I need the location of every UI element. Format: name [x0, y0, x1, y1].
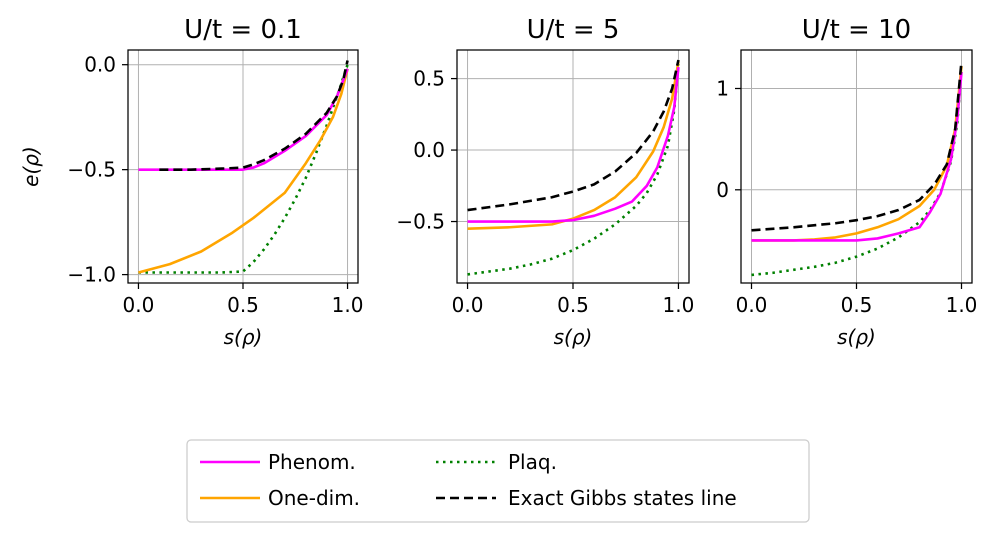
- subplot-title: U/t = 5: [527, 15, 620, 45]
- legend-label-phenom: Phenom.: [268, 450, 356, 474]
- x-axis-label: s(ρ): [837, 325, 876, 349]
- x-tick-label: 1.0: [946, 293, 978, 317]
- series-line-exact: [751, 61, 963, 232]
- x-tick-label: 0.0: [736, 293, 768, 317]
- series-group: [138, 60, 349, 274]
- legend-label-plaq: Plaq.: [508, 450, 557, 474]
- y-axis-label: e(ρ): [19, 146, 43, 187]
- y-tick-label: 0.0: [413, 138, 445, 162]
- x-tick-label: 0.5: [557, 293, 589, 317]
- x-tick-label: 1.0: [663, 293, 695, 317]
- subplot-3: 0.0 0.5 1.0 0 1 U/t = 10 s(ρ): [716, 15, 977, 349]
- subplot-title: U/t = 0.1: [184, 15, 302, 45]
- y-tick-label: −0.5: [396, 210, 445, 234]
- subplot-1: 0.0 0.5 1.0 −1.0 −0.5 0.0 U/t = 0.1 s(ρ) e(ρ): [19, 15, 363, 349]
- y-tick-label: 0: [716, 178, 729, 202]
- x-tick-label: 0.0: [452, 293, 484, 317]
- y-tick-label: 0.0: [84, 53, 116, 77]
- subplot-title: U/t = 10: [802, 15, 911, 45]
- x-axis-label: s(ρ): [554, 325, 593, 349]
- y-tick-label: 0.5: [413, 67, 445, 91]
- series-line-exact: [467, 59, 680, 212]
- x-tick-label: 0.5: [841, 293, 873, 317]
- y-tick-label: −1.0: [67, 263, 116, 287]
- y-tick-label: 1: [716, 76, 729, 100]
- legend-label-exact: Exact Gibbs states line: [508, 486, 737, 510]
- series-line-one-dim: [467, 61, 680, 230]
- series-line-phenom: [467, 67, 680, 223]
- x-axis-label: s(ρ): [224, 325, 263, 349]
- x-tick-label: 0.0: [123, 293, 155, 317]
- series-line-one-dim: [138, 68, 349, 274]
- x-tick-label: 1.0: [332, 293, 364, 317]
- subplots: 0.0 0.5 1.0−1.0−0.50.0U/t = 0.1s(ρ)e(ρ)0.0…: [19, 15, 977, 349]
- series-group: [467, 59, 680, 276]
- legend-frame: [186, 439, 810, 523]
- x-tick-label: 0.5: [227, 293, 259, 317]
- y-tick-label: −0.5: [67, 158, 116, 182]
- series-line-exact: [159, 60, 349, 171]
- legend: Phenom. Plaq. One-dim. Exact Gibbs state…: [186, 439, 810, 523]
- subplot-2: 0.0 0.5 1.0 −0.5 0.0 0.5 U/t = 5 s(ρ): [396, 15, 694, 349]
- series-line-plaq: [751, 70, 963, 277]
- series-line-phenom: [751, 72, 963, 242]
- series-group: [751, 61, 963, 277]
- legend-label-one-dim: One-dim.: [268, 486, 360, 510]
